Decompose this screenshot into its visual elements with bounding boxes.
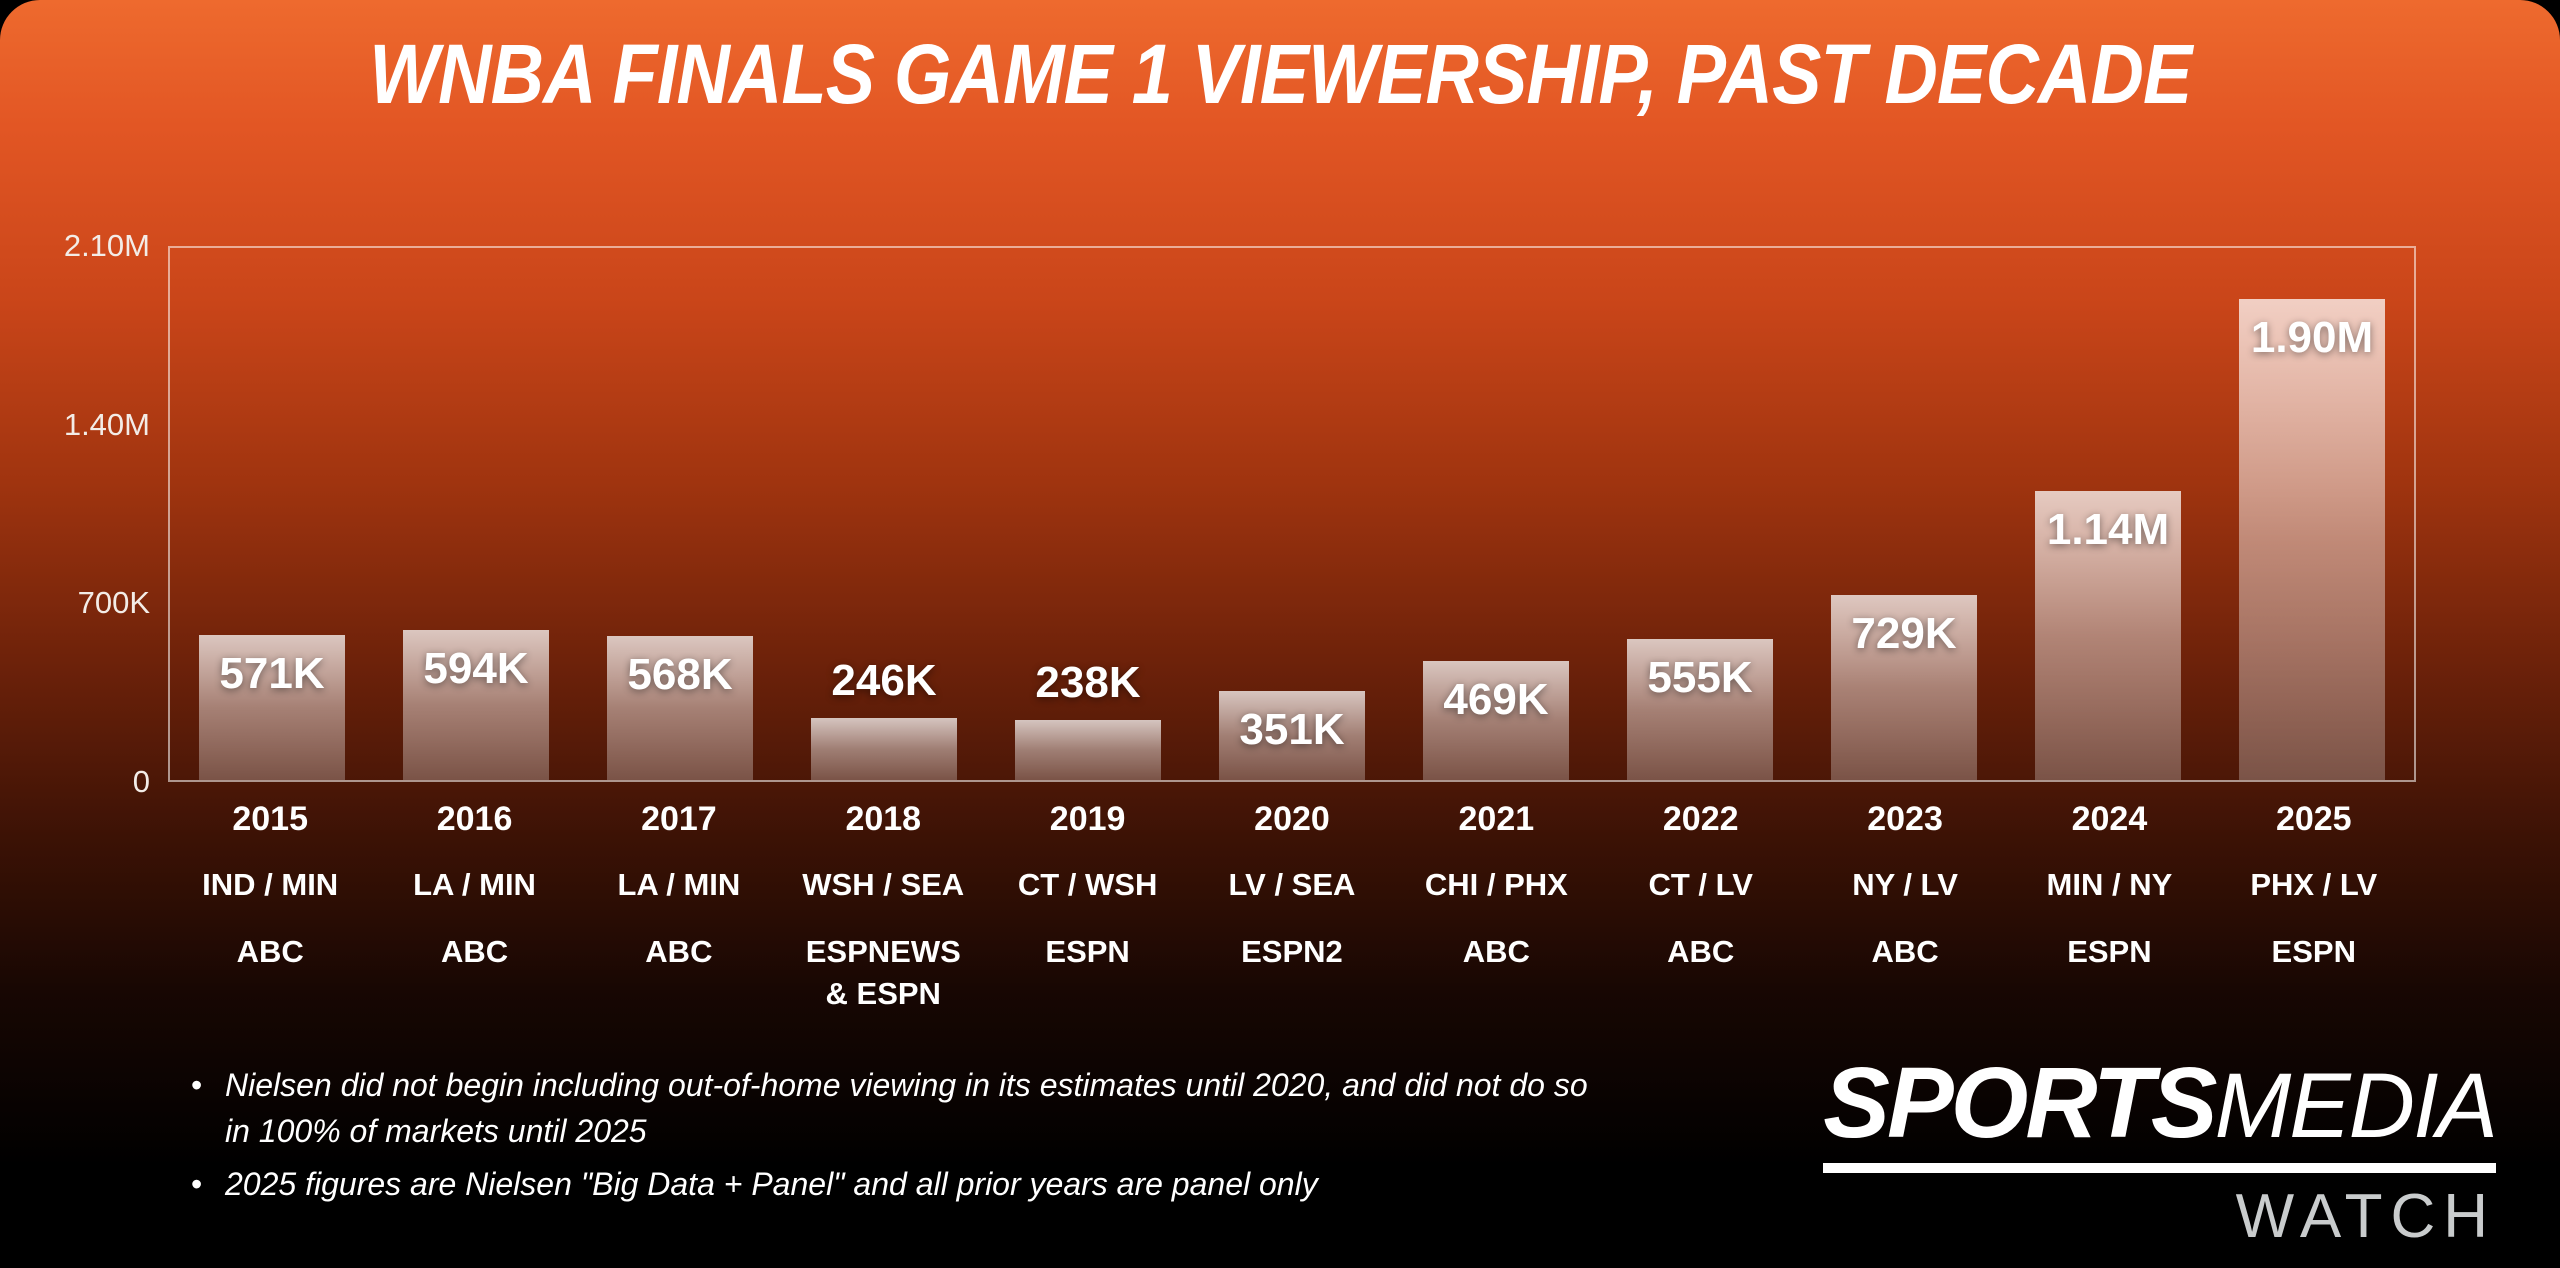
bar-2024: 1.14M xyxy=(2034,491,2182,780)
bar-2022: 555K xyxy=(1626,639,1774,780)
bars-row: 571K 594K 568K 246K 238K 351K 469K 555K 729K 1.14… xyxy=(170,248,2414,780)
y-tick-label: 1.40M xyxy=(63,406,150,442)
logo-divider-bar xyxy=(1823,1163,2496,1173)
x-label-cell: 2025 PHX / LV ESPN xyxy=(2212,800,2416,1015)
x-matchup-label: CT / LV xyxy=(1648,867,1753,902)
bar-2019: 238K xyxy=(1014,658,1162,780)
x-network-label: ESPN xyxy=(1045,934,1130,969)
x-year-label: 2019 xyxy=(1049,800,1126,838)
x-network-label: ABC xyxy=(1667,934,1735,969)
bar-value-label: 571K xyxy=(219,649,325,699)
bar-value-label: 469K xyxy=(1443,675,1549,725)
x-matchup-label: WSH / SEA xyxy=(802,867,965,902)
y-tick-label: 700K xyxy=(77,585,150,621)
bar-slot: 246K xyxy=(782,248,986,780)
x-network-label: ABC xyxy=(1462,934,1530,969)
logo-media-text: MEDIA xyxy=(2214,1055,2498,1157)
x-label-cell: 2019 CT / WSH ESPN xyxy=(985,800,1189,1015)
chart-title-text: WNBA FINALS GAME 1 VIEWERSHIP, PAST DECA… xyxy=(368,27,2192,121)
bar-slot: 555K xyxy=(1598,248,1802,780)
x-label-cell: 2020 LV / SEA ESPN2 xyxy=(1190,800,1394,1015)
bar-slot: 571K xyxy=(170,248,374,780)
x-network-label: ABC xyxy=(645,934,713,969)
footnotes: Nielsen did not begin including out-of-h… xyxy=(175,1062,1595,1213)
x-matchup-label: CHI / PHX xyxy=(1424,867,1568,902)
x-network-label: ESPN xyxy=(2067,934,2152,969)
x-labels: 2015 IND / MIN ABC 2016 LA / MIN ABC 2017 LA / … xyxy=(168,800,2416,1015)
bar-2020: 351K xyxy=(1218,691,1366,780)
bar-slot: 1.14M xyxy=(2006,248,2210,780)
y-axis: 2.10M 1.40M 700K 0 xyxy=(20,228,150,799)
x-year-label: 2017 xyxy=(641,800,717,838)
y-tick-label: 2.10M xyxy=(63,228,150,263)
x-network-label: ABC xyxy=(236,934,304,969)
x-matchup-label: CT / WSH xyxy=(1017,867,1158,902)
x-label-cell: 2017 LA / MIN ABC xyxy=(577,800,781,1015)
bar-2021: 469K xyxy=(1422,661,1570,780)
plot-area: 571K 594K 568K 246K 238K 351K 469K 555K 729K 1.14… xyxy=(168,246,2416,782)
bar-2018: 246K xyxy=(810,656,958,780)
logo-wordmark: SPORTSMEDIA xyxy=(1823,1053,2498,1153)
bar-2015: 571K xyxy=(198,635,346,780)
bar-value-label: 568K xyxy=(627,650,733,700)
bar-2017: 568K xyxy=(606,636,754,780)
x-matchup-label: LA / MIN xyxy=(617,867,741,902)
x-year-label: 2021 xyxy=(1458,800,1535,838)
logo-watch-text: WATCH xyxy=(2235,1182,2496,1251)
x-label-cell: 2016 LA / MIN ABC xyxy=(372,800,576,1015)
x-matchup-label: LV / SEA xyxy=(1228,867,1356,902)
y-tick-label: 0 xyxy=(132,764,150,799)
footnote-2: 2025 figures are Nielsen "Big Data + Pan… xyxy=(175,1161,1595,1208)
bar-2025: 1.90M xyxy=(2238,298,2386,780)
bar-value-label: 729K xyxy=(1851,609,1957,659)
x-matchup-label: IND / MIN xyxy=(202,867,339,902)
bar-value-label: 351K xyxy=(1239,705,1345,755)
x-label-cell: 2023 NY / LV ABC xyxy=(1803,800,2007,1015)
x-matchup-label: MIN / NY xyxy=(2046,867,2173,902)
bar-value-label: 594K xyxy=(423,643,529,693)
bar-2016: 594K xyxy=(402,629,550,780)
bar-value-label: 555K xyxy=(1647,653,1753,703)
bar-value-label: 246K xyxy=(831,655,937,705)
footnote-1: Nielsen did not begin including out-of-h… xyxy=(175,1062,1595,1155)
x-matchup-label: NY / LV xyxy=(1852,867,1958,902)
bar-value-label: 1.90M xyxy=(2250,312,2374,362)
x-year-label: 2022 xyxy=(1662,800,1739,838)
x-label-cell: 2018 WSH / SEA ESPNEWS & ESPN xyxy=(781,800,985,1015)
logo-sports-text: SPORTS xyxy=(1823,1047,2217,1159)
x-matchup-label: PHX / LV xyxy=(2250,867,2378,902)
x-network-label: ABC xyxy=(440,934,509,969)
bar-slot: 568K xyxy=(578,248,782,780)
x-matchup-label: LA / MIN xyxy=(413,867,536,902)
x-year-label: 2018 xyxy=(845,800,922,838)
bar-slot: 729K xyxy=(1802,248,2006,780)
bar-2023: 729K xyxy=(1830,595,1978,780)
chart-title: WNBA FINALS GAME 1 VIEWERSHIP, PAST DECA… xyxy=(0,26,2560,123)
x-year-label: 2025 xyxy=(2275,800,2352,838)
bar-slot: 469K xyxy=(1394,248,1598,780)
bar-slot: 351K xyxy=(1190,248,1394,780)
x-label-cell: 2022 CT / LV ABC xyxy=(1599,800,1803,1015)
x-label-cell: 2015 IND / MIN ABC xyxy=(168,800,372,1015)
x-label-cell: 2021 CHI / PHX ABC xyxy=(1394,800,1598,1015)
x-year-label: 2024 xyxy=(2071,800,2148,838)
x-network-label: ESPN xyxy=(2271,934,2356,969)
bar-value-label: 1.14M xyxy=(2046,505,2170,555)
sports-media-watch-logo: SPORTSMEDIA WATCH xyxy=(1823,1053,2498,1252)
x-year-label: 2020 xyxy=(1254,800,1330,838)
x-network-label: ESPNEWS & ESPN xyxy=(805,934,961,1011)
bar-slot: 594K xyxy=(374,248,578,780)
bar-value-label: 238K xyxy=(1035,657,1141,707)
x-network-label: ESPN2 xyxy=(1241,934,1343,969)
x-year-label: 2023 xyxy=(1867,800,1943,838)
x-label-cell: 2024 MIN / NY ESPN xyxy=(2007,800,2211,1015)
bar-slot: 1.90M xyxy=(2210,248,2414,780)
bar-slot: 238K xyxy=(986,248,1190,780)
x-year-label: 2016 xyxy=(436,800,513,838)
x-year-label: 2015 xyxy=(232,800,308,838)
x-network-label: ABC xyxy=(1871,934,1939,969)
